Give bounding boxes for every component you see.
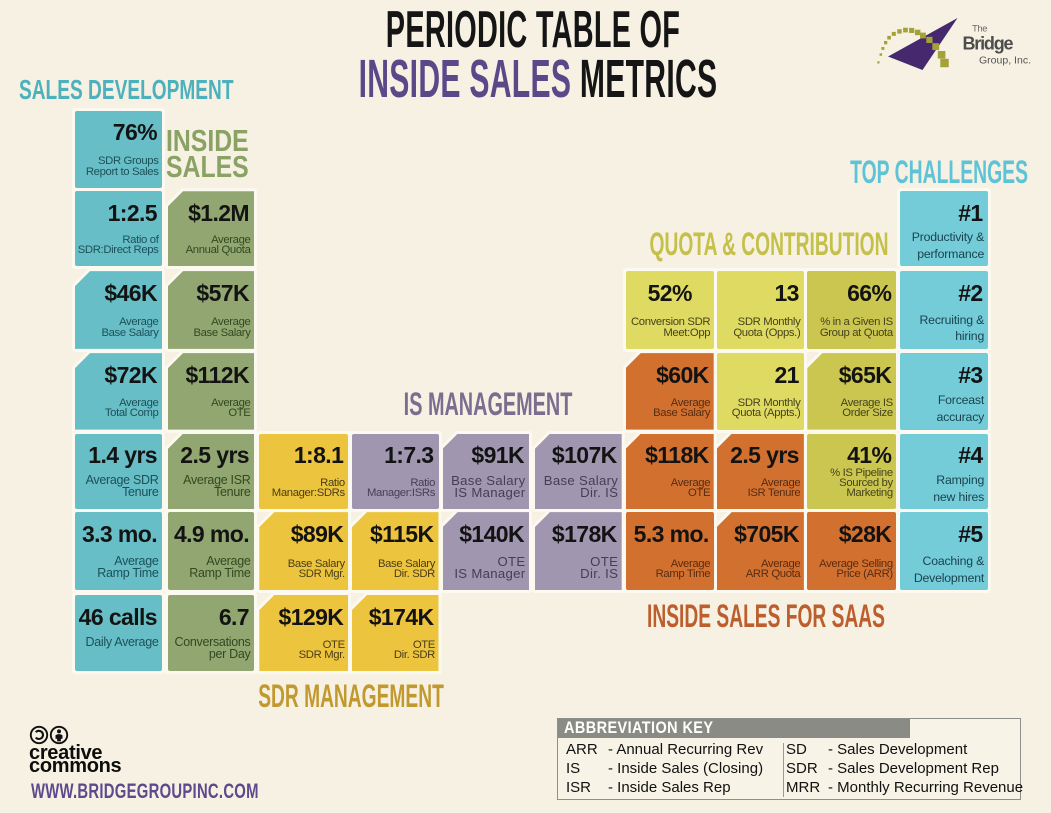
svg-text:Bridge: Bridge (963, 34, 1014, 54)
svg-text:The: The (972, 24, 988, 35)
svg-text:Group, Inc.: Group, Inc. (979, 54, 1031, 66)
